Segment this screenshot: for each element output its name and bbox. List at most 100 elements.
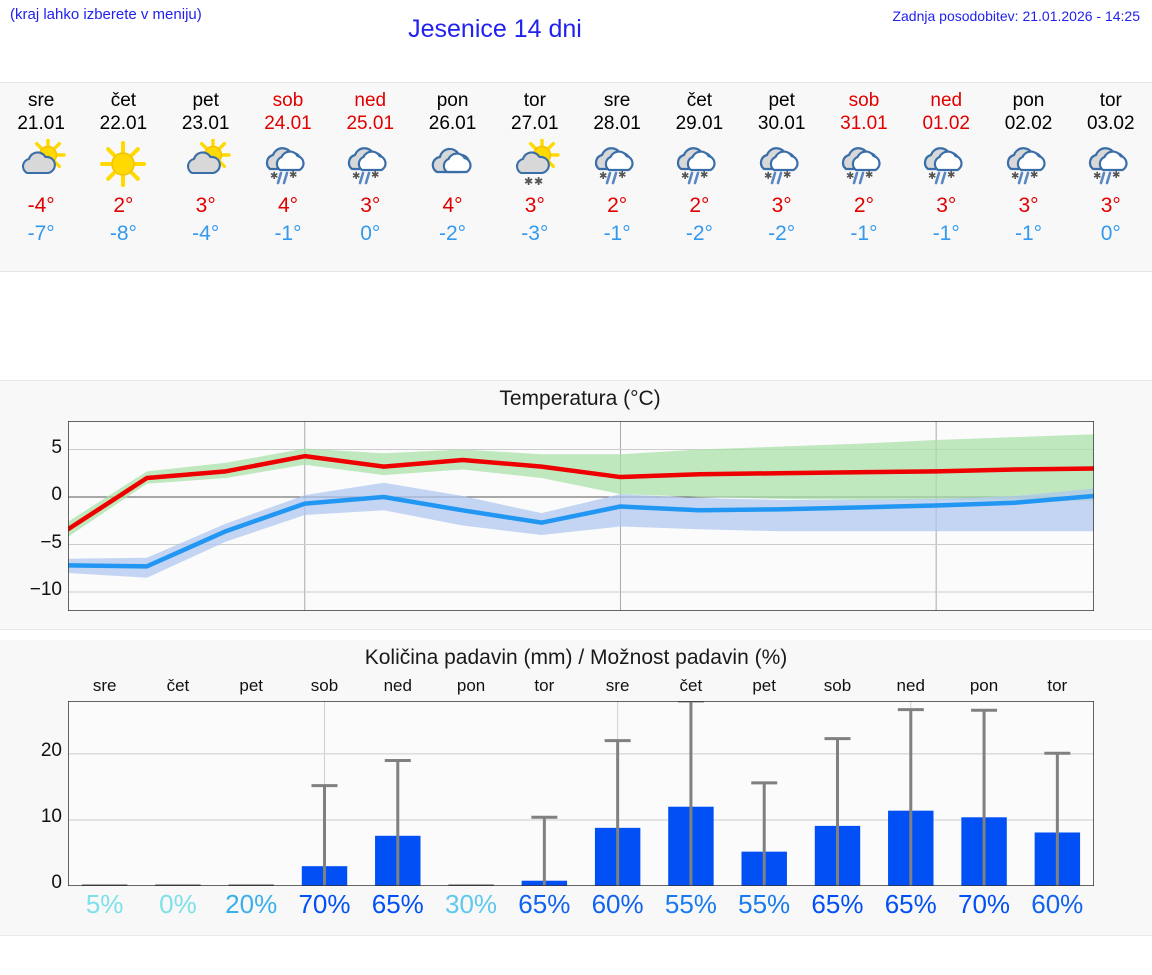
svg-text:✱: ✱ [270,171,278,182]
day-temp-min: -1° [850,222,878,245]
precipitation-chart-panel: Količina padavin (mm) / Možnost padavin … [0,640,1152,936]
cloud-rain-snow-icon: ✱ ✱ [823,138,905,190]
day-temp-min: -4° [192,222,220,245]
precipitation-y-tick: 10 [40,805,62,827]
svg-text:✱: ✱ [289,170,297,181]
precipitation-probability: 70% [957,889,1011,919]
precipitation-day-label: pon [456,676,486,695]
cloud-rain-snow-icon: ✱ ✱ [741,138,823,190]
precipitation-probability: 55% [738,889,791,919]
last-update-label: Zadnja posodobitev: 21.01.2026 - 14:25 [892,8,1140,24]
precipitation-probability: 60% [1031,889,1084,919]
day-temp-max: 3° [524,194,545,217]
day-temp-min: -7° [27,222,55,245]
precipitation-probability: 70% [298,889,351,919]
svg-text:✱: ✱ [846,171,854,182]
day-name: ned [930,90,963,111]
day-column[interactable]: pet 23.01 3° -4° [165,83,247,271]
day-date: 02.02 [1004,113,1053,134]
precipitation-chart-plot [68,701,1094,886]
day-name: sre [27,90,55,111]
day-temp-max: 3° [771,194,792,217]
day-column[interactable]: sre 28.01 ✱ ✱ 2° -1° [576,83,658,271]
cloud-rain-snow-icon: ✱ ✱ [576,138,658,190]
precipitation-probability: 65% [811,889,864,919]
precipitation-probability: 0% [159,889,197,919]
day-temp-max: -4° [27,194,55,217]
daily-forecast-strip: sre 21.01 -4° -7° čet 22.01 2° -8° pet 23.01 3° -4°… [0,82,1152,272]
day-column[interactable]: tor 03.02 ✱ ✱ 3° 0° [1070,83,1152,271]
day-temp-min: -2° [768,222,796,245]
svg-text:✱: ✱ [681,171,689,182]
day-name: pon [436,90,469,111]
day-name: tor [1099,90,1122,111]
temperature-y-tick: 5 [51,436,62,458]
day-name: pon [1012,90,1045,111]
day-column[interactable]: pet 30.01 ✱ ✱ 3° -2° [741,83,823,271]
precipitation-chart-title: Količina padavin (mm) / Možnost padavin … [364,646,788,669]
precipitation-day-labels: sre čet pet sob ned pon tor sre čet pet sob ned pon t… [68,676,1094,700]
day-date: 03.02 [1087,113,1135,134]
svg-text:✱: ✱ [928,171,936,182]
svg-text:✱: ✱ [1112,170,1120,181]
day-date: 21.01 [17,113,65,134]
day-temp-max: 4° [442,194,463,217]
menu-hint-text: (kraj lahko izberete v meniju) [10,6,202,23]
sun-icon [82,138,164,190]
svg-text:✱: ✱ [618,170,626,181]
day-column[interactable]: sob 24.01 ✱ ✱ 4° -1° [247,83,329,271]
temperature-y-tick: 0 [51,484,62,505]
precipitation-probability: 5% [85,889,124,919]
cloud-rain-snow-icon: ✱ ✱ [1070,138,1152,190]
precipitation-day-label: sob [310,676,339,695]
sun-cloud-snow-icon: ✱ ✱ [494,138,576,190]
day-temp-max: 2° [853,194,874,217]
svg-text:✱: ✱ [371,170,379,181]
day-temp-max: 3° [1100,194,1121,217]
precipitation-y-tick: 0 [51,872,62,893]
precipitation-day-label: tor [534,676,555,695]
day-date: 27.01 [511,113,559,134]
day-temp-max: 3° [195,194,216,217]
svg-text:✱: ✱ [352,171,360,182]
cloud-rain-snow-icon: ✱ ✱ [987,138,1069,190]
precipitation-y-tick: 20 [40,739,62,761]
day-column[interactable]: sre 21.01 -4° -7° [0,83,82,271]
day-column[interactable]: čet 29.01 ✱ ✱ 2° -2° [658,83,740,271]
day-column[interactable]: pon 26.01 4° -2° [411,83,493,271]
cloud-icon [411,138,493,190]
day-date: 29.01 [675,113,724,134]
day-date: 30.01 [757,113,806,134]
day-temp-max: 2° [113,194,134,217]
day-temp-max: 3° [936,194,957,217]
day-temp-min: -8° [109,222,137,245]
svg-text:✱: ✱ [534,175,543,188]
day-temp-max: 3° [1018,194,1039,217]
day-temp-min: 0° [360,222,381,245]
day-column[interactable]: čet 22.01 2° -8° [82,83,164,271]
svg-text:✱: ✱ [764,171,772,182]
day-column[interactable]: sob 31.01 ✱ ✱ 2° -1° [823,83,905,271]
day-name: tor [523,90,546,111]
day-temp-min: -2° [685,222,713,245]
day-column[interactable]: tor 27.01 ✱ ✱ 3° -3° [494,83,576,271]
day-temp-min: -1° [603,222,631,245]
day-column[interactable]: pon 02.02 ✱ ✱ 3° -1° [987,83,1069,271]
precipitation-probability: 30% [445,889,498,919]
precipitation-day-label: sob [823,676,852,695]
svg-text:✱: ✱ [865,170,873,181]
day-column[interactable]: ned 01.02 ✱ ✱ 3° -1° [905,83,987,271]
day-temp-max: 2° [689,194,710,217]
day-date: 24.01 [264,113,312,134]
precipitation-probability: 65% [884,889,937,919]
svg-text:✱: ✱ [599,171,607,182]
page-title: Jesenice 14 dni [408,15,582,43]
day-name: ned [354,90,387,111]
svg-text:✱: ✱ [700,170,708,181]
day-column[interactable]: ned 25.01 ✱ ✱ 3° 0° [329,83,411,271]
temperature-chart-plot [68,421,1094,611]
cloud-rain-snow-icon: ✱ ✱ [247,138,329,190]
precipitation-probability: 20% [225,889,278,919]
day-date: 26.01 [428,113,477,134]
